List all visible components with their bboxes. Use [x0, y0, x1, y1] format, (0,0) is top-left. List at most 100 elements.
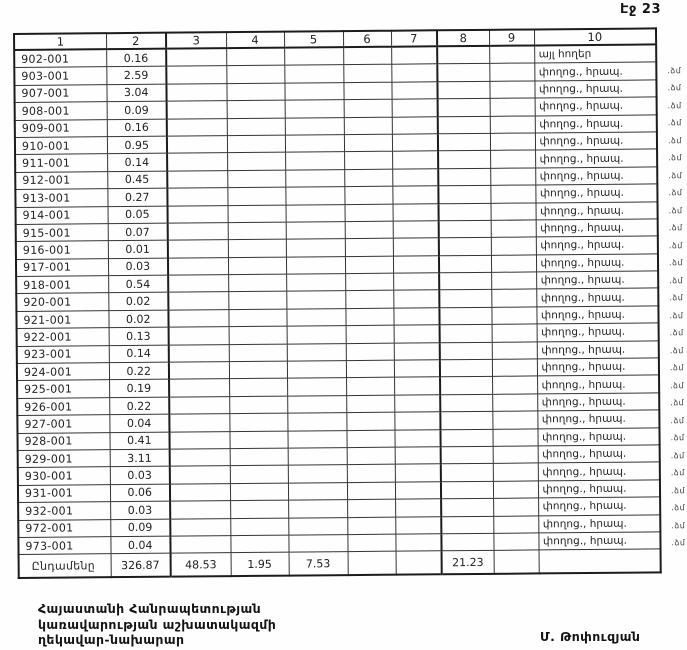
area-value-cell: 0.22	[109, 396, 170, 415]
empty-cell	[229, 448, 288, 466]
empty-cell	[347, 499, 396, 518]
parcel-code-cell: 913-001	[15, 188, 108, 208]
land-use-cell: փողոց., հրապ.	[534, 62, 657, 81]
empty-cell	[287, 378, 347, 396]
column-header-10: 10	[533, 28, 657, 46]
empty-cell	[440, 376, 493, 395]
margin-note: .ձմ	[667, 65, 682, 75]
column-header-4: 4	[226, 31, 285, 49]
empty-cell	[230, 535, 289, 553]
empty-cell	[170, 500, 231, 519]
empty-cell	[344, 238, 393, 257]
signature-name: Մ. Թոփուզյան	[540, 629, 641, 644]
empty-cell	[166, 135, 228, 154]
margin-note: .ձմ	[668, 170, 683, 180]
empty-cell	[345, 273, 394, 292]
empty-cell	[439, 324, 492, 343]
empty-cell	[343, 46, 392, 66]
margin-note: .ձմ	[671, 503, 686, 513]
empty-cell	[392, 151, 439, 169]
parcel-code-cell: 902-001	[14, 49, 107, 68]
parcel-code-cell: 921-001	[16, 310, 109, 329]
empty-cell	[491, 289, 537, 308]
empty-cell	[284, 134, 345, 153]
empty-cell	[167, 152, 228, 171]
empty-cell	[394, 429, 441, 448]
total-value-cell: 21.23	[441, 550, 494, 575]
empty-cell	[394, 481, 442, 500]
empty-cell	[491, 324, 537, 342]
empty-cell	[491, 306, 537, 325]
empty-cell	[439, 289, 492, 308]
area-value-cell: 0.04	[109, 414, 170, 433]
area-value-cell: 0.22	[108, 362, 170, 381]
land-use-cell: փողոց., հրապ.	[538, 514, 661, 533]
empty-cell	[438, 185, 491, 204]
empty-cell	[395, 516, 442, 535]
page-number-label: Էջ 23	[619, 2, 661, 17]
area-value-cell: 0.14	[108, 344, 169, 363]
empty-cell	[490, 254, 537, 273]
empty-cell	[228, 326, 287, 345]
empty-cell	[284, 82, 344, 101]
empty-cell	[346, 394, 395, 413]
empty-cell	[437, 115, 490, 134]
parcel-code-cell: 907-001	[14, 84, 107, 103]
total-value-cell: 48.53	[170, 552, 231, 577]
empty-cell	[285, 169, 345, 188]
empty-cell	[167, 222, 228, 241]
empty-cell	[347, 534, 396, 552]
land-use-cell: փողոց., հրապ.	[536, 323, 659, 342]
area-value-cell: 2.59	[106, 66, 167, 85]
empty-cell	[285, 256, 346, 275]
area-value-cell: 0.05	[107, 205, 168, 224]
empty-cell	[227, 204, 286, 223]
column-header-8: 8	[436, 29, 490, 47]
empty-cell	[167, 187, 228, 206]
margin-note: .ձմ	[671, 538, 686, 548]
empty-cell	[392, 168, 439, 187]
empty-cell	[492, 428, 538, 447]
parcel-code-cell: 931-001	[17, 484, 111, 503]
empty-cell	[440, 481, 494, 499]
empty-cell	[343, 116, 392, 135]
empty-cell	[169, 431, 230, 450]
empty-cell	[489, 45, 535, 64]
parcel-code-cell: 932-001	[18, 501, 111, 521]
empty-cell	[286, 343, 346, 362]
empty-cell	[441, 515, 494, 534]
empty-cell	[168, 361, 230, 380]
margin-note: .ձմ	[670, 485, 686, 495]
table-body: 902-001 0.16 այլ հողեր 903-001 2.59 փողոց., հ…	[14, 44, 661, 579]
empty-cell	[168, 274, 229, 293]
margin-note: .ձմ	[669, 275, 684, 285]
empty-cell	[392, 185, 439, 204]
parcel-code-cell: 903-001	[14, 67, 107, 86]
empty-cell	[493, 532, 539, 551]
land-use-cell: փողոց., հրապ.	[535, 236, 658, 255]
land-use-cell: փողոց., հրապ.	[535, 201, 658, 220]
empty-cell	[490, 167, 536, 186]
empty-cell	[347, 516, 396, 535]
area-value-cell: 0.03	[109, 466, 170, 485]
empty-cell	[490, 237, 536, 256]
land-use-cell: փողոց., հրապ.	[534, 97, 657, 116]
empty-cell	[391, 116, 438, 135]
land-use-cell: փողոց., հրապ.	[535, 253, 659, 273]
empty-cell	[394, 464, 441, 482]
empty-cell	[167, 205, 228, 224]
parcel-code-cell: 920-001	[16, 293, 109, 312]
empty-cell	[167, 239, 228, 258]
empty-cell	[440, 446, 493, 465]
area-value-cell: 3.04	[106, 83, 167, 102]
empty-cell	[392, 220, 439, 239]
area-value-cell: 0.04	[110, 536, 171, 554]
empty-cell	[441, 533, 494, 552]
empty-cell	[169, 379, 230, 397]
empty-cell	[440, 394, 493, 412]
empty-cell	[228, 343, 287, 362]
area-value-cell: 0.09	[106, 101, 167, 120]
parcel-code-cell: 922-001	[16, 327, 109, 347]
empty-cell	[492, 463, 538, 482]
